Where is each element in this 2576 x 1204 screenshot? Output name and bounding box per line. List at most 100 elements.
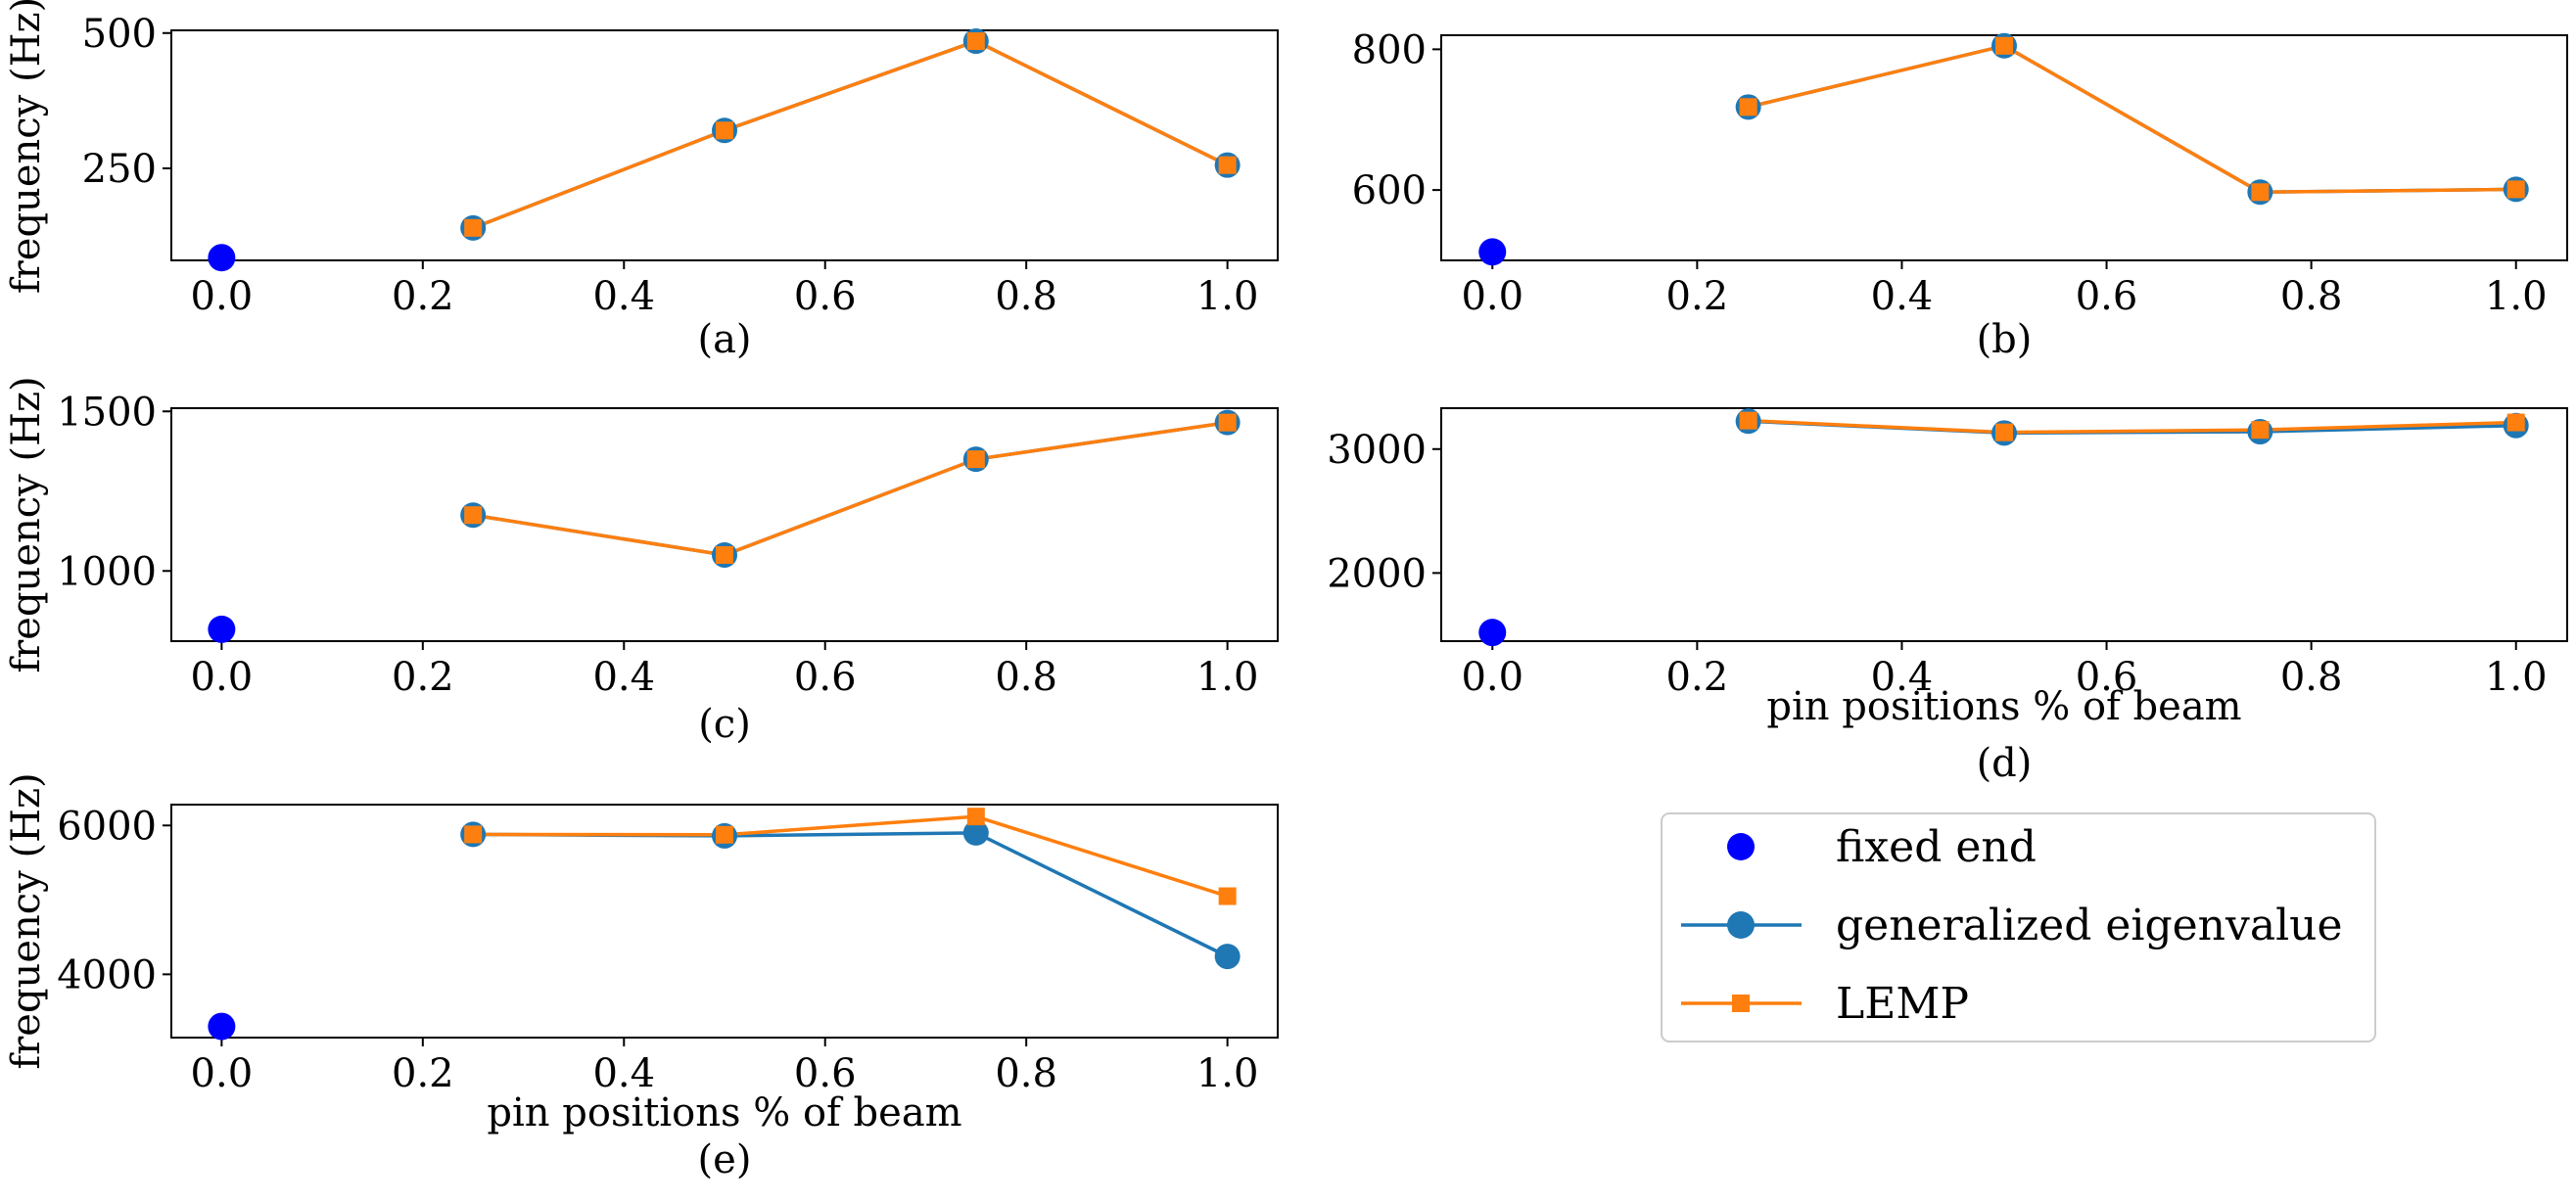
- series-line-lemp: [473, 814, 1229, 899]
- x-tick-label: 0.6: [794, 1051, 857, 1096]
- legend-fixed-end-marker: [1727, 833, 1755, 860]
- x-tick-label: 1.0: [1196, 274, 1259, 319]
- axes-frame: [170, 29, 1279, 261]
- subplot-caption: (a): [697, 317, 751, 362]
- axes-frame: [1440, 34, 2568, 261]
- legend-generalized-eigenvalue-marker: [1727, 911, 1755, 939]
- data-point-fixed-end: [1478, 238, 1507, 266]
- data-point-lemp: [966, 808, 985, 826]
- x-tick-label: 0.8: [995, 655, 1057, 700]
- axes-frame: [170, 407, 1279, 642]
- data-point-lemp: [2251, 183, 2270, 202]
- x-tick-label: 0.4: [592, 1051, 655, 1096]
- data-point-lemp: [1995, 36, 2013, 55]
- x-tick-label: 1.0: [1196, 1051, 1259, 1096]
- data-point-fixed-end: [1478, 619, 1507, 647]
- data-point-lemp: [1995, 423, 2013, 441]
- x-tick-label: 0.4: [592, 274, 655, 319]
- data-point-generalized-eigenvalue: [1214, 944, 1241, 970]
- x-tick-label: 0.0: [1461, 274, 1523, 319]
- x-tick-label: 0.8: [2280, 655, 2343, 700]
- y-tick-label: 500: [82, 12, 157, 57]
- y-tick-label: 4000: [57, 952, 157, 997]
- data-point-lemp: [1739, 411, 1757, 430]
- y-axis-label: frequency (Hz): [4, 0, 49, 294]
- y-tick-label: 6000: [57, 804, 157, 849]
- series-line-generalized-eigenvalue: [472, 39, 1229, 230]
- subplot-caption: (b): [1977, 317, 2033, 362]
- series-line-lemp: [472, 420, 1228, 557]
- x-tick-label: 0.6: [2076, 655, 2138, 700]
- data-point-lemp: [1218, 413, 1237, 432]
- x-tick-label: 0.8: [995, 1051, 1057, 1096]
- subplot-caption: (c): [698, 702, 751, 747]
- data-point-lemp: [2251, 421, 2270, 440]
- x-tick-label: 0.8: [995, 274, 1057, 319]
- x-tick-label: 0.6: [2076, 274, 2138, 319]
- subplot-d: 0.0 0.2 0.4 0.6 0.8 1.0 2000 3000 pin positions …: [1327, 407, 2568, 786]
- data-point-fixed-end: [208, 1012, 236, 1041]
- legend-label-lemp: LEMP: [1836, 979, 1969, 1029]
- data-point-lemp: [2506, 180, 2525, 199]
- x-tick-label: 0.4: [1871, 655, 1934, 700]
- data-point-fixed-end: [208, 615, 236, 643]
- x-tick-label: 0.6: [794, 655, 857, 700]
- data-point-lemp: [2506, 413, 2525, 432]
- x-tick-label: 0.0: [191, 274, 254, 319]
- data-point-generalized-eigenvalue: [962, 819, 989, 846]
- subplot-a: 0.0 0.2 0.4 0.6 0.8 1.0 250 500 frequency (Hz) (a…: [4, 0, 1279, 362]
- y-axis-label: frequency (Hz): [4, 772, 49, 1069]
- data-point-lemp: [716, 545, 733, 564]
- y-tick-label: 1000: [57, 549, 157, 594]
- subplot-b: 0.0 0.2 0.4 0.6 0.8 1.0 600 800 (b): [1352, 27, 2568, 362]
- x-tick-label: 0.0: [191, 1051, 254, 1096]
- x-tick-label: 0.0: [191, 655, 254, 700]
- subplot-caption: (e): [698, 1137, 752, 1182]
- x-tick-label: 0.4: [592, 655, 655, 700]
- x-axis-label: pin positions % of beam: [487, 1090, 961, 1135]
- series-line-generalized-eigenvalue: [472, 420, 1228, 557]
- x-tick-label: 0.6: [794, 274, 857, 319]
- x-tick-label: 1.0: [2485, 655, 2548, 700]
- series-line-generalized-eigenvalue: [473, 831, 1229, 958]
- data-point-lemp: [1218, 887, 1237, 905]
- y-tick-label: 3000: [1327, 428, 1427, 473]
- x-tick-label: 0.4: [1871, 274, 1934, 319]
- data-point-lemp: [966, 32, 985, 51]
- series-line-lemp: [1748, 418, 2516, 435]
- data-point-lemp: [1218, 156, 1237, 174]
- x-tick-label: 1.0: [1196, 655, 1259, 700]
- x-tick-label: 0.2: [392, 274, 454, 319]
- x-tick-label: 0.2: [1666, 655, 1729, 700]
- legend: fixed end generalized eigenvalue LEMP: [1661, 812, 2376, 1042]
- x-tick-label: 0.0: [1461, 655, 1523, 700]
- data-point-lemp: [716, 121, 733, 140]
- data-point-lemp: [716, 825, 733, 844]
- data-point-lemp: [464, 825, 483, 844]
- series-line-lemp: [1748, 43, 2516, 195]
- y-tick-label: 600: [1352, 168, 1427, 213]
- data-point-fixed-end: [208, 244, 236, 272]
- legend-frame: [1661, 812, 2376, 1042]
- y-tick-label: 800: [1352, 27, 1427, 72]
- y-tick-label: 2000: [1327, 551, 1427, 596]
- axes-frame: [1440, 407, 2568, 642]
- data-point-lemp: [464, 506, 483, 525]
- data-point-lemp: [464, 218, 483, 237]
- legend-label-fixed-end: fixed end: [1836, 822, 2037, 872]
- subplot-caption: (d): [1977, 741, 2033, 786]
- data-point-lemp: [966, 450, 985, 469]
- data-point-lemp: [1739, 98, 1757, 116]
- legend-lemp-marker: [1732, 995, 1750, 1012]
- y-tick-label: 250: [82, 147, 157, 192]
- x-tick-label: 0.2: [392, 655, 454, 700]
- y-axis-label: frequency (Hz): [4, 376, 49, 672]
- series-line-lemp: [472, 39, 1229, 230]
- x-tick-label: 0.2: [392, 1051, 454, 1096]
- x-tick-label: 1.0: [2485, 274, 2548, 319]
- x-tick-label: 0.8: [2280, 274, 2343, 319]
- y-tick-label: 1500: [57, 390, 157, 435]
